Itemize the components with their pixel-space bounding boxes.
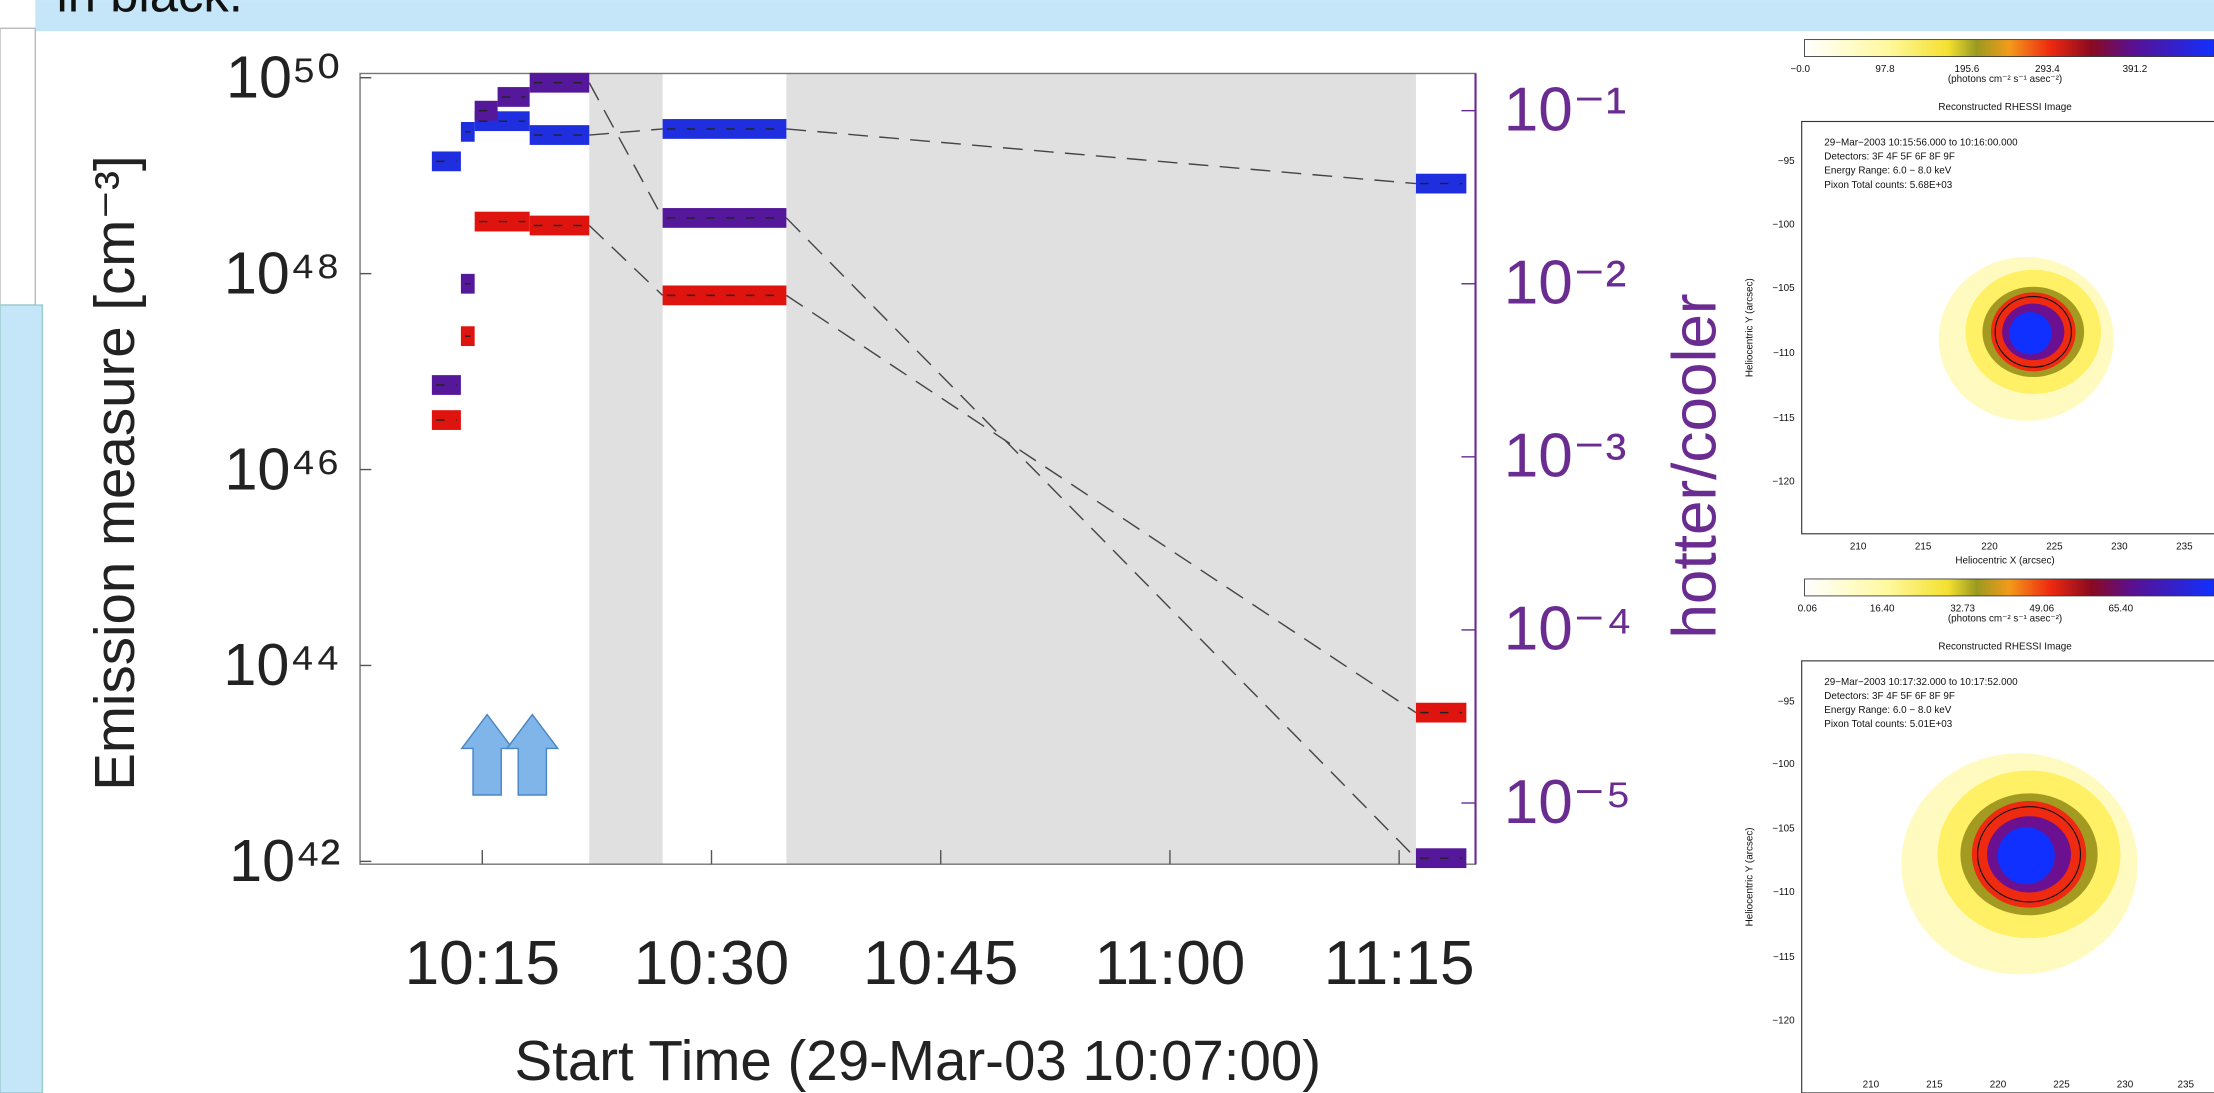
x-tick-label: 235	[2178, 1079, 2195, 1090]
y-tick-label: 10⁵⁰	[226, 43, 340, 110]
y-tick-label: −115	[1773, 952, 1795, 963]
colorbar	[1805, 40, 2214, 57]
colorbar-unit: (photons cm⁻² s⁻¹ asec⁻²)	[1948, 613, 2062, 624]
x-tick-label: 10:45	[863, 929, 1018, 998]
x-tick-label: 215	[1915, 541, 1932, 552]
colorbar-label: 391.2	[2123, 64, 2148, 75]
y-tick-label: −100	[1772, 759, 1795, 770]
x-axis-label: Heliocentric X (arcsec)	[1955, 555, 2054, 566]
header-bar	[35, 0, 2214, 31]
info-line: 29−Mar−2003 10:15:56.000 to 10:16:00.000	[1824, 137, 2018, 148]
colorbar	[1805, 579, 2214, 596]
x-axis-label: Start Time (29-Mar-03 10:07:00)	[514, 1029, 1321, 1092]
y2-tick-label: 10⁻³	[1504, 422, 1627, 491]
y-axis-label: Heliocentric Y (arcsec)	[1744, 278, 1755, 377]
x-tick-label: 11:00	[1095, 929, 1246, 998]
y-tick-label: −115	[1773, 413, 1795, 424]
panel-title: Reconstructed RHESSI Image	[1938, 642, 2072, 653]
y-tick-label: −110	[1773, 887, 1795, 898]
y2-tick-label: 10⁻⁴	[1504, 595, 1633, 664]
colorbar-label: 16.40	[1870, 603, 1895, 614]
info-line: 29−Mar−2003 10:17:32.000 to 10:17:52.000	[1824, 677, 2018, 688]
x-tick-label: 11:15	[1324, 929, 1475, 998]
y-tick-label: 10⁴²	[229, 827, 340, 894]
x-tick-label: 210	[1863, 1079, 1880, 1090]
colorbar-label: −0.0	[1791, 64, 1811, 75]
y2-tick-label: 10⁻²	[1504, 249, 1627, 318]
header-text: in black.	[56, 0, 242, 22]
colorbar-unit: (photons cm⁻² s⁻¹ asec⁻²)	[1948, 74, 2062, 85]
x-tick-label: 220	[1981, 541, 1998, 552]
y-tick-label: −95	[1778, 156, 1795, 167]
x-tick-label: 230	[2117, 1079, 2134, 1090]
y-axis-label: Heliocentric Y (arcsec)	[1744, 827, 1755, 926]
y-tick-label: −105	[1772, 824, 1795, 835]
y-tick-label: 10⁴⁸	[224, 239, 340, 306]
x-tick-label: 230	[2111, 541, 2128, 552]
x-tick-label: 225	[2053, 1079, 2070, 1090]
y-tick-label: 10⁴⁶	[224, 435, 340, 502]
y2-axis-label: hotter/cooler	[1661, 293, 1730, 638]
panel-title: Reconstructed RHESSI Image	[1938, 102, 2072, 113]
y-tick-label: −100	[1772, 219, 1795, 230]
colorbar-label: 0.06	[1798, 603, 1818, 614]
info-line: Energy Range: 6.0 − 8.0 keV	[1824, 166, 1952, 177]
info-line: Detectors: 3F 4F 5F 6F 8F 9F	[1824, 691, 1955, 702]
info-line: Pixon Total counts: 5.68E+03	[1824, 180, 1953, 191]
x-tick-label: 225	[2046, 541, 2063, 552]
left-box	[0, 28, 35, 305]
blob	[1998, 827, 2055, 884]
info-line: Energy Range: 6.0 − 8.0 keV	[1824, 705, 1952, 716]
shaded-span	[589, 73, 662, 864]
colorbar-label: 97.8	[1875, 64, 1895, 75]
info-line: Pixon Total counts: 5.01E+03	[1824, 719, 1953, 730]
x-tick-label: 210	[1850, 541, 1867, 552]
y-tick-label: −120	[1772, 1016, 1795, 1027]
y-tick-label: −110	[1773, 348, 1795, 359]
y-tick-label: −105	[1772, 283, 1795, 294]
y2-tick-label: 10⁻¹	[1504, 75, 1627, 144]
screenshot: in black. 10⁴² 10⁴⁴ 10⁴⁶ 10⁴⁸ 10⁵⁰ 10⁻⁵ 10⁻⁴ 10…	[0, 0, 2214, 1093]
x-tick-label: 235	[2176, 541, 2193, 552]
x-tick-label: 215	[1926, 1079, 1943, 1090]
y-tick-label: −95	[1778, 697, 1795, 708]
x-tick-label: 10:30	[634, 929, 789, 998]
info-line: Detectors: 3F 4F 5F 6F 8F 9F	[1824, 152, 1955, 163]
page: {"header_text": "in black.", "chart_data…	[0, 0, 2214, 1093]
y-axis-label: Emission measure [cm⁻³]	[83, 155, 146, 790]
shaded-span	[786, 73, 1416, 864]
y2-tick-label: 10⁻⁵	[1504, 768, 1632, 837]
x-tick-label: 10:15	[405, 929, 560, 998]
left-strip	[0, 305, 42, 1093]
x-tick-label: 220	[1990, 1079, 2007, 1090]
y-tick-label: 10⁴⁴	[223, 631, 340, 698]
colorbar-label: 65.40	[2108, 603, 2133, 614]
y-tick-label: −120	[1772, 476, 1795, 487]
blob	[2009, 312, 2051, 354]
